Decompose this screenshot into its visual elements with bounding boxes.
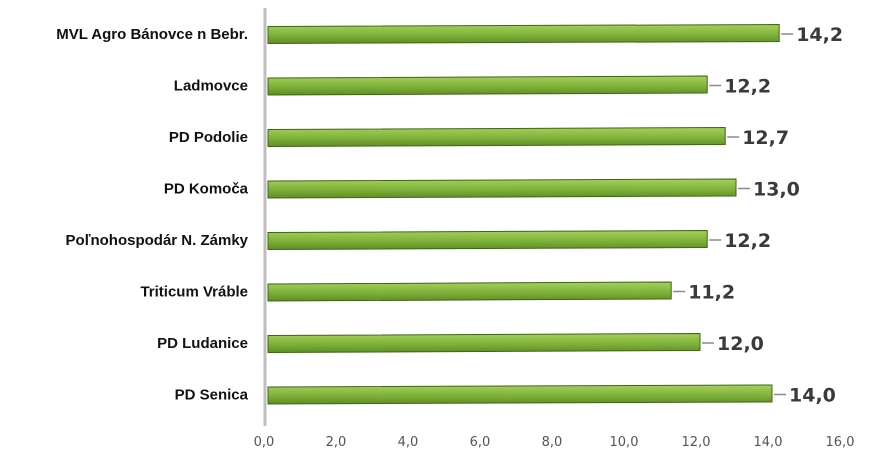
x-tick-label: 10,0	[610, 435, 639, 450]
bar	[267, 229, 708, 251]
x-tick-label: 0,0	[254, 435, 275, 450]
value-label: 12,2	[724, 230, 771, 252]
value-label: 14,0	[789, 385, 836, 407]
category-label: PD Komoča	[164, 181, 249, 198]
value-label: 12,7	[742, 127, 789, 149]
value-label: 14,2	[796, 24, 843, 46]
category-label: Ladmovce	[174, 78, 248, 95]
bar	[267, 178, 737, 199]
bar	[267, 384, 773, 405]
x-tick-label: 4,0	[398, 435, 419, 450]
category-label: MVL Agro Bánovce n Bebr.	[56, 26, 248, 43]
value-label: 13,0	[753, 179, 800, 201]
x-tick-label: 8,0	[542, 435, 563, 450]
bar	[267, 23, 780, 45]
value-label: 11,2	[688, 282, 735, 304]
x-tick-label: 14,0	[754, 435, 783, 450]
bar	[267, 332, 701, 354]
value-label: 12,0	[717, 333, 764, 355]
category-label: PD Senica	[175, 387, 249, 404]
bar	[267, 75, 708, 96]
bar	[267, 126, 726, 148]
value-label: 12,2	[724, 76, 771, 98]
x-tick-label: 12,0	[682, 435, 711, 450]
x-tick-label: 16,0	[826, 435, 855, 450]
category-label: Triticum Vráble	[140, 284, 248, 301]
bar	[267, 281, 672, 302]
category-label: Poľnohospodár N. Zámky	[66, 232, 249, 249]
x-tick-label: 2,0	[326, 435, 347, 450]
category-label: PD Ludanice	[157, 335, 248, 352]
x-tick-label: 6,0	[470, 435, 491, 450]
category-label: PD Podolie	[169, 129, 248, 146]
